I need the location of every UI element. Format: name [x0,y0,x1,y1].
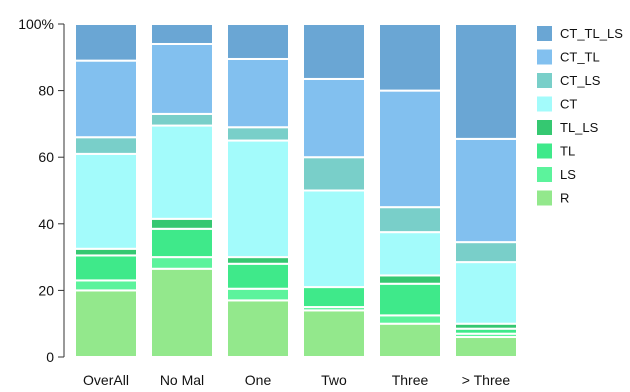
bar-segment [150,112,214,127]
bar-segment [302,286,366,309]
legend: CT_TL_LS CT_TL CT_LS CT TL_LS TL LS R [537,26,623,206]
bar-segment [74,23,138,62]
legend-swatch [537,49,552,65]
bar-segment [74,152,138,250]
bar-segment [378,89,442,209]
x-axis-labels: OverAll No Mal One Two Three > Three [83,372,510,388]
legend-swatch [537,26,552,41]
bar-segment [302,77,366,159]
bar-segment [74,254,138,282]
bar-segment [150,267,214,359]
bar-segment [150,42,214,115]
bar-segment [226,299,290,359]
bar-segment [226,57,290,129]
bar-segment [226,262,290,290]
bar-segment [378,314,442,325]
legend-label: CT_TL_LS [560,26,623,41]
bar-segment [150,227,214,259]
legend-swatch [537,167,552,182]
legend-label: CT_LS [560,73,601,88]
bar-segment [454,137,518,244]
bar-segment [150,256,214,270]
legend-swatch [537,73,552,88]
bar-segment [378,282,442,317]
bar-segment [454,23,518,140]
legend-swatch [537,190,552,206]
legend-label: LS [560,167,576,182]
bar-segment [74,136,138,155]
x-tick-label: No Mal [160,372,204,388]
bar-segment [378,274,442,285]
bar-segment [302,189,366,289]
bar-segment [74,289,138,358]
x-tick-label: Two [321,372,347,388]
legend-label: CT_TL [560,50,600,65]
legend-swatch [537,96,552,112]
y-tick-label: 100% [18,16,54,32]
y-tick-label: 60 [38,149,54,165]
bar-segment [74,279,138,292]
legend-label: CT [560,97,577,112]
y-tick-label: 20 [38,282,54,298]
legend-label: TL [560,144,575,159]
bar-segment [74,59,138,139]
bar-segment [150,217,214,230]
legend-swatch [537,143,552,159]
x-tick-label: > Three [462,372,511,388]
bar-segment [378,23,442,92]
bars [74,23,518,359]
bar-segment [226,23,290,60]
bar-segment [150,124,214,220]
bar-segment [378,206,442,234]
bar-segment [378,231,442,277]
bar-segment [150,23,214,45]
y-tick-label: 0 [46,349,54,365]
y-tick-label: 80 [38,83,54,99]
bar-segment [226,126,290,142]
bar-segment [454,261,518,325]
x-tick-label: One [245,372,272,388]
bar-segment [454,336,518,358]
bar-segment [378,322,442,359]
bar-segment [226,139,290,259]
bar-segment [226,287,290,302]
bar-segment [302,156,366,192]
x-tick-label: Three [392,372,429,388]
y-tick-label: 40 [38,216,54,232]
legend-swatch [537,120,552,135]
y-axis: 0 20 40 60 80 100% [18,16,65,365]
bar-segment [302,23,366,80]
x-tick-label: OverAll [83,372,129,388]
legend-label: TL_LS [560,120,599,135]
bar-segment [454,241,518,264]
legend-label: R [560,191,569,206]
bar-segment [302,309,366,359]
